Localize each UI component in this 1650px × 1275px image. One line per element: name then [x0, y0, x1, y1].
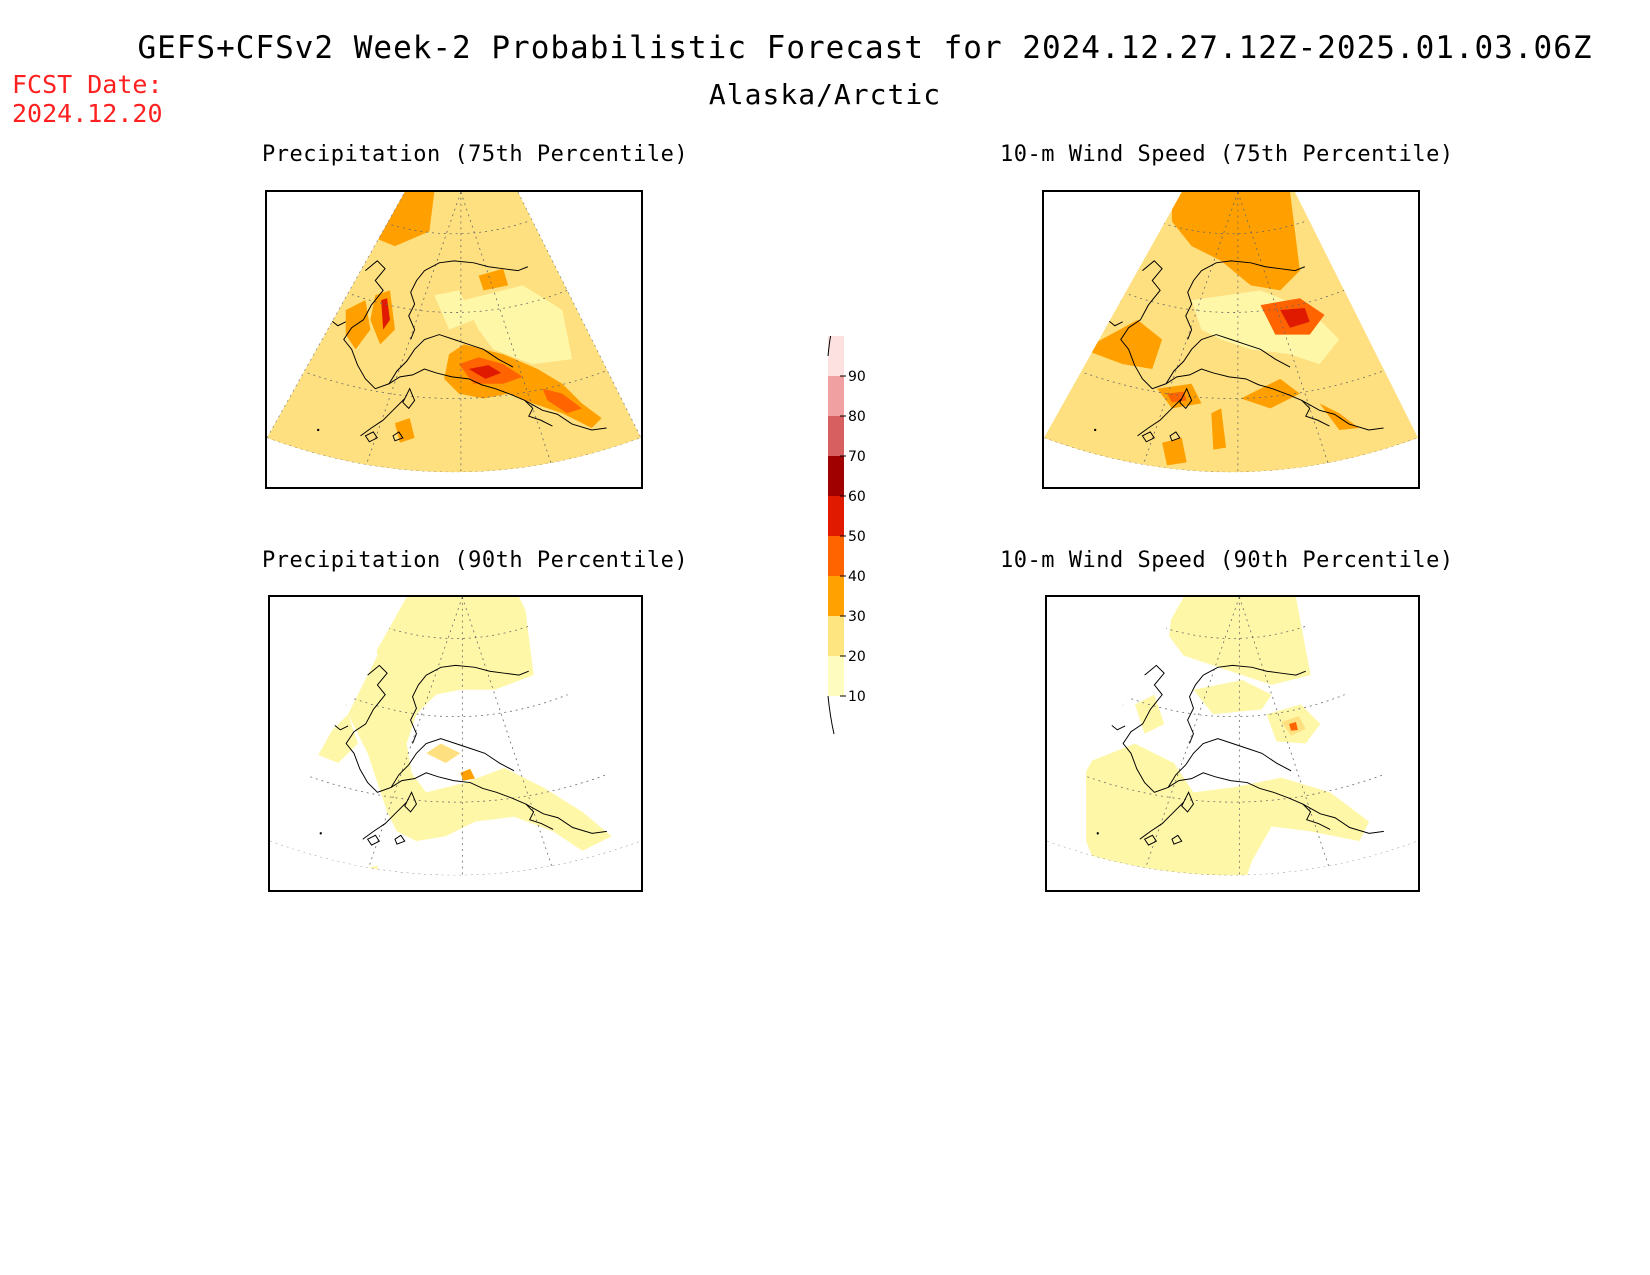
- colorbar-swatch-6: [828, 456, 844, 496]
- map-precip-90: [268, 595, 643, 892]
- main-title: GEFS+CFSv2 Week-2 Probabilistic Forecast…: [137, 30, 1593, 66]
- colorbar-swatch-7: [828, 416, 844, 456]
- map-wind-90: [1045, 595, 1420, 892]
- panel-title-wind-90: 10-m Wind Speed (90th Percentile): [1000, 548, 1454, 573]
- colorbar-label-10: 10: [848, 689, 866, 705]
- colorbar-swatch-5: [828, 496, 844, 536]
- panel-title-precip-90: Precipitation (90th Percentile): [262, 548, 689, 573]
- panel-title-wind-75: 10-m Wind Speed (75th Percentile): [1000, 142, 1454, 167]
- colorbar-label-60: 60: [848, 489, 866, 505]
- probability-colorbar: 10 20 30 40 50 60 70 80 90: [820, 329, 910, 736]
- map-wind-75: [1042, 190, 1420, 489]
- region-subtitle: Alaska/Arctic: [708, 78, 942, 111]
- colorbar-swatch-2: [828, 616, 844, 656]
- panel-title-precip-75: Precipitation (75th Percentile): [262, 142, 689, 167]
- colorbar-label-50: 50: [848, 529, 866, 545]
- colorbar-label-20: 20: [848, 649, 866, 665]
- colorbar-label-70: 70: [848, 449, 866, 465]
- colorbar-label-30: 30: [848, 609, 866, 625]
- colorbar-label-90: 90: [848, 369, 866, 385]
- colorbar-label-80: 80: [848, 409, 866, 425]
- colorbar-swatch-3: [828, 576, 844, 616]
- colorbar-swatch-9: [828, 336, 844, 376]
- colorbar-label-40: 40: [848, 569, 866, 585]
- colorbar-swatch-1: [828, 656, 844, 696]
- colorbar-bottom-cap: [827, 695, 835, 735]
- forecast-date-label: FCST Date:: [12, 70, 163, 99]
- colorbar-swatch-8: [828, 376, 844, 416]
- colorbar-swatch-4: [828, 536, 844, 576]
- map-precip-75: [265, 190, 643, 489]
- forecast-date-value: 2024.12.20: [12, 99, 163, 128]
